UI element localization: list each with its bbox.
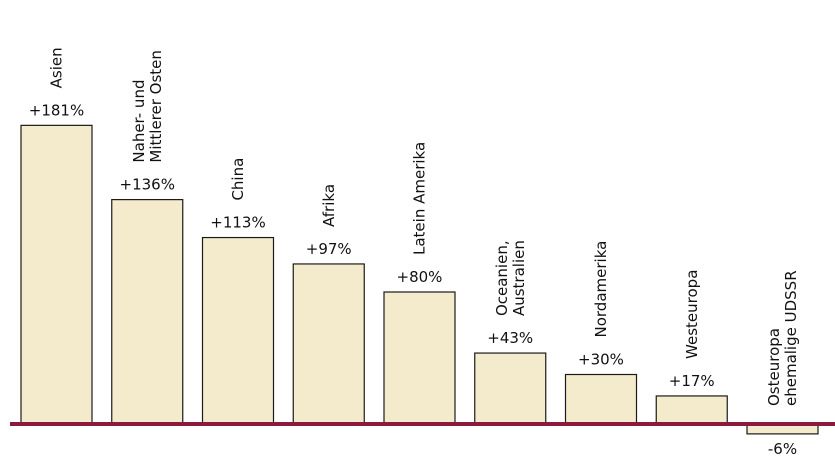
svg-text:Latein Amerika: Latein Amerika [411, 142, 429, 255]
svg-text:Oceanien,Australien: Oceanien,Australien [493, 240, 528, 316]
svg-text:Westeuropa: Westeuropa [683, 270, 701, 359]
value-label: +136% [120, 176, 175, 194]
value-label: +113% [210, 214, 265, 232]
value-label: +80% [397, 268, 443, 286]
bars [20, 124, 819, 435]
category-label-line: Nordamerika [592, 241, 610, 338]
category-label: Osteuropaehemalige UDSSR [765, 270, 800, 406]
category-label-line: ehemalige UDSSR [782, 270, 800, 406]
bar [111, 199, 184, 425]
bar [292, 263, 365, 425]
value-label: +97% [306, 240, 352, 258]
bar [20, 124, 93, 425]
bar [201, 236, 275, 425]
value-label: -6% [768, 440, 797, 458]
value-label: +17% [669, 372, 715, 390]
category-label-line: Asien [48, 47, 66, 88]
bar [383, 291, 456, 425]
category-label: Latein Amerika [411, 142, 429, 255]
svg-text:China: China [229, 158, 247, 201]
bar [655, 395, 728, 425]
svg-text:Asien: Asien [48, 47, 66, 88]
value-label: +181% [29, 101, 84, 119]
category-label: Naher- undMittlerer Osten [130, 50, 165, 163]
value-label: +30% [578, 351, 624, 369]
category-label: Westeuropa [683, 270, 701, 359]
category-label-line: Naher- und [130, 80, 148, 163]
category-label: Nordamerika [592, 241, 610, 338]
category-label-line: Australien [510, 240, 528, 316]
category-label: Afrika [320, 184, 338, 227]
value-label: +43% [487, 329, 533, 347]
svg-text:Naher- undMittlerer Osten: Naher- undMittlerer Osten [130, 50, 165, 163]
category-label: Oceanien,Australien [493, 240, 528, 316]
category-label-line: Westeuropa [683, 270, 701, 359]
category-label: China [229, 158, 247, 201]
category-label-line: Latein Amerika [411, 142, 429, 255]
category-label-line: Oceanien, [493, 240, 511, 316]
bar [564, 373, 638, 425]
svg-text:Osteuropaehemalige UDSSR: Osteuropaehemalige UDSSR [765, 270, 800, 406]
svg-text:Nordamerika: Nordamerika [592, 241, 610, 338]
bar [474, 352, 547, 425]
category-label-line: Afrika [320, 184, 338, 227]
labels: +181% Asien +136% Naher- undMittlerer Osten… [29, 47, 800, 458]
category-label-line: China [229, 158, 247, 201]
svg-text:Afrika: Afrika [320, 184, 338, 227]
category-label-line: Osteuropa [765, 328, 783, 406]
category-label: Asien [48, 47, 66, 88]
category-label-line: Mittlerer Osten [147, 50, 165, 163]
